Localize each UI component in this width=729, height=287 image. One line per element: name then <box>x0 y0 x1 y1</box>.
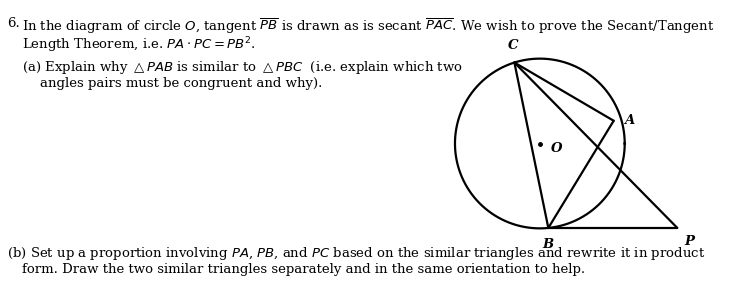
Text: (a) Explain why $\triangle PAB$ is similar to $\triangle PBC$  (i.e. explain whi: (a) Explain why $\triangle PAB$ is simil… <box>22 59 463 76</box>
Text: angles pairs must be congruent and why).: angles pairs must be congruent and why). <box>40 77 322 90</box>
Text: form. Draw the two similar triangles separately and in the same orientation to h: form. Draw the two similar triangles sep… <box>22 263 585 276</box>
Text: Length Theorem, i.e. $PA \cdot PC = PB^2$.: Length Theorem, i.e. $PA \cdot PC = PB^2… <box>22 35 256 55</box>
Text: A: A <box>624 114 634 127</box>
Text: B: B <box>542 238 554 251</box>
Text: (b) Set up a proportion involving $PA$, $PB$, and $PC$ based on the similar tria: (b) Set up a proportion involving $PA$, … <box>7 245 705 262</box>
Text: 6.: 6. <box>7 17 20 30</box>
Text: P: P <box>684 235 694 248</box>
Text: In the diagram of circle $O$, tangent $\overline{PB}$ is drawn as is secant $\ov: In the diagram of circle $O$, tangent $\… <box>22 17 714 36</box>
Text: O: O <box>551 142 562 155</box>
Text: C: C <box>507 39 518 52</box>
